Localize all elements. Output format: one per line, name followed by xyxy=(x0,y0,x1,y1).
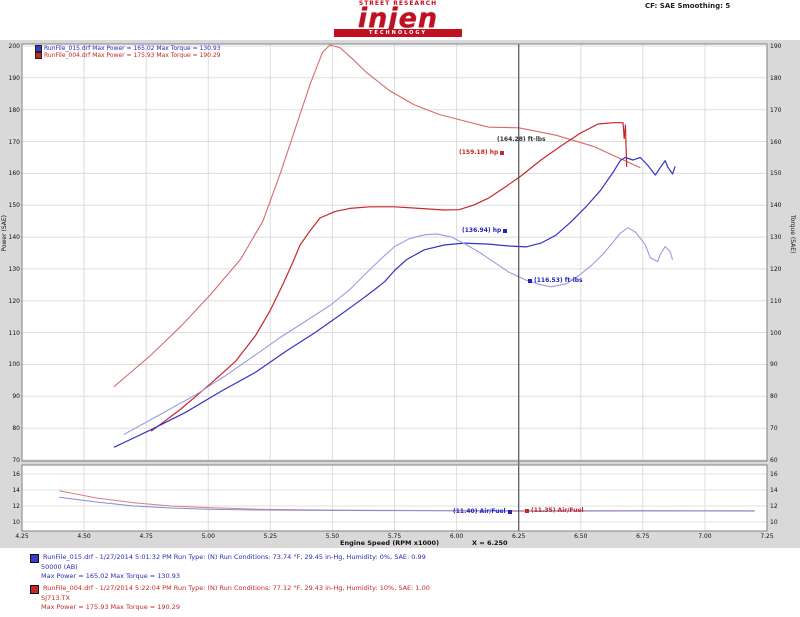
tick-label: 80 xyxy=(770,393,778,401)
run-info-legend: RunFile_015.drf - 1/27/2014 5:01:32 PM R… xyxy=(30,553,770,615)
plot-legend-blue-row: RunFile_015.drf Max Power = 165.02 Max T… xyxy=(35,45,221,52)
tick-label: 7.00 xyxy=(698,533,712,540)
blue-power-marker-icon xyxy=(503,228,508,233)
blue-run-file-note: 50000 (AB) xyxy=(41,563,78,571)
right-axis-title: Torque (SAE) xyxy=(789,215,796,254)
blue-power-value: (136.94) hp xyxy=(462,227,502,234)
plot-legend-blue-text: RunFile_015.drf Max Power = 165.02 Max T… xyxy=(44,45,221,52)
cursor-label-red-torque: (164.28) ft-lbs xyxy=(497,136,546,143)
tick-label: 180 xyxy=(770,74,782,82)
correction-factor-label: CF: SAE Smoothing: 5 xyxy=(645,2,731,10)
blue-run-info: RunFile_015.drf - 1/27/2014 5:01:32 PM R… xyxy=(43,553,426,561)
tick-label: 140 xyxy=(8,234,20,242)
tick-label: 6.25 xyxy=(511,533,526,540)
tick-label: 5.75 xyxy=(387,533,402,540)
left-axis-title: Power (SAE) xyxy=(1,215,8,252)
tick-label: 160 xyxy=(770,138,782,146)
blue-torque-value: (116.53) ft-lbs xyxy=(534,277,583,284)
tick-label: 4.50 xyxy=(77,533,91,540)
cursor-label-red-power: (159.18) hp xyxy=(459,149,505,156)
tick-label: 130 xyxy=(770,234,782,242)
logo-tagline: STREET RESEARCH xyxy=(358,0,438,7)
tick-label: 120 xyxy=(770,265,782,273)
tick-label: 110 xyxy=(770,297,782,305)
tick-label: 60 xyxy=(770,457,778,464)
blue-run-max-values: Max Power = 165.02 Max Torque = 130.93 xyxy=(41,572,181,580)
tick-label: 4.25 xyxy=(15,533,29,540)
plot-legend: RunFile_015.drf Max Power = 165.02 Max T… xyxy=(35,45,221,59)
legend-entry-red: RunFile_004.drf - 1/27/2014 5:22:04 PM R… xyxy=(30,584,770,612)
red-run-max-values: Max Power = 175.93 Max Torque = 190.29 xyxy=(41,603,181,611)
tick-label: 150 xyxy=(770,170,782,178)
tick-label: 4.75 xyxy=(139,533,153,540)
blue-af-marker-icon xyxy=(507,509,512,514)
tick-label: 6.75 xyxy=(636,533,650,540)
tick-label: 6.00 xyxy=(449,533,464,540)
tick-label: 100 xyxy=(8,361,20,369)
tick-label: 160 xyxy=(8,170,20,178)
red-legend-swatch-icon xyxy=(30,585,39,594)
tick-label: 12 xyxy=(12,503,20,510)
tick-label: 14 xyxy=(12,487,20,494)
tick-label: 150 xyxy=(8,202,20,210)
red-run-swatch-icon xyxy=(35,52,42,59)
tick-label: 170 xyxy=(770,106,782,114)
tick-label: 16 xyxy=(770,471,778,478)
tick-label: 6.50 xyxy=(574,533,588,540)
tick-label: 190 xyxy=(8,74,20,82)
red-af-marker-icon xyxy=(525,508,529,513)
blue-legend-swatch-icon xyxy=(30,554,39,563)
tick-label: 130 xyxy=(8,265,20,273)
tick-label: 12 xyxy=(770,503,778,510)
cursor-label-blue-af: (11.40) Air/Fuel xyxy=(453,508,512,515)
blue-run-swatch-icon xyxy=(35,45,42,52)
logo-wordmark: injen xyxy=(357,3,439,34)
tick-label: 10 xyxy=(770,519,778,526)
tick-label: 7.25 xyxy=(760,533,774,540)
cursor-x-value: X = 6.250 xyxy=(472,539,508,547)
red-torque-value: (164.28) ft-lbs xyxy=(497,136,546,143)
plot-legend-red-text: RunFile_004.drf Max Power = 175.93 Max T… xyxy=(44,52,221,59)
legend-entry-blue: RunFile_015.drf - 1/27/2014 5:01:32 PM R… xyxy=(30,553,770,581)
red-run-file-note: SJ713.TX xyxy=(41,594,70,602)
tick-label: 100 xyxy=(770,329,782,337)
tick-label: 70 xyxy=(770,425,778,433)
tick-label: 5.25 xyxy=(263,533,277,540)
tick-label: 120 xyxy=(8,297,20,305)
plot-legend-red-row: RunFile_004.drf Max Power = 175.93 Max T… xyxy=(35,52,221,59)
red-af-value: (11.35) Air/Fuel xyxy=(531,507,584,514)
red-power-marker-icon xyxy=(500,150,505,155)
cursor-label-blue-power: (136.94) hp xyxy=(462,227,508,234)
tick-label: 140 xyxy=(770,202,782,210)
tick-label: 90 xyxy=(770,361,778,369)
red-run-info: RunFile_004.drf - 1/27/2014 5:22:04 PM R… xyxy=(43,584,430,592)
tick-label: 10 xyxy=(12,519,20,526)
tick-label: 70 xyxy=(12,457,20,464)
tick-label: 170 xyxy=(8,138,20,146)
tick-label: 16 xyxy=(12,471,20,478)
logo-technology-bar: TECHNOLOGY xyxy=(334,29,462,37)
injen-logo: STREET RESEARCH injen TECHNOLOGY xyxy=(318,1,478,37)
red-power-value: (159.18) hp xyxy=(459,149,499,156)
tick-label: 180 xyxy=(8,106,20,114)
cursor-label-red-af: (11.35) Air/Fuel xyxy=(525,507,584,514)
tick-label: 5.00 xyxy=(201,533,215,540)
blue-af-value: (11.40) Air/Fuel xyxy=(453,508,506,515)
x-axis-title: Engine Speed (RPM x1000) xyxy=(340,539,440,547)
tick-label: 90 xyxy=(12,393,20,401)
blue-torque-marker-icon xyxy=(528,278,532,283)
cursor-label-blue-torque: (116.53) ft-lbs xyxy=(528,277,583,284)
tick-label: 200 xyxy=(8,43,20,50)
tick-label: 14 xyxy=(770,487,778,494)
tick-label: 80 xyxy=(12,425,20,433)
tick-label: 5.50 xyxy=(325,533,340,540)
tick-label: 190 xyxy=(770,43,782,50)
tick-label: 110 xyxy=(8,329,20,337)
